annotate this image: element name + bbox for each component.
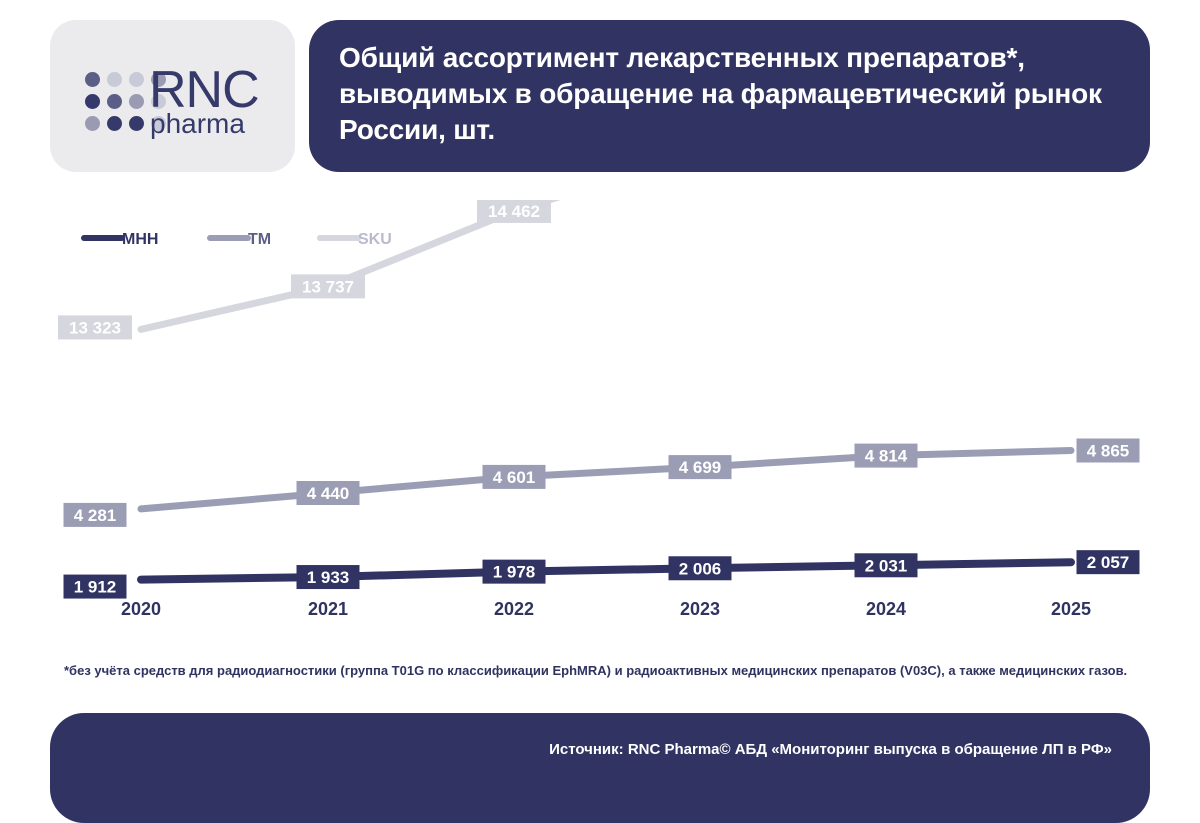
footnote: *без учёта средств для радиодиагностики …: [64, 663, 1128, 678]
data-label-1-1: 4 440: [307, 484, 350, 503]
data-label-0-0: 1 912: [74, 578, 117, 597]
data-label-2-2: 14 462: [488, 202, 540, 221]
logo-dot: [85, 116, 100, 131]
data-label-box-2-2: [477, 200, 551, 223]
series-line-0: [137, 558, 1075, 584]
logo-dot: [151, 116, 166, 131]
footer-bar: Источник: RNC Pharma© АБД «Мониторинг вы…: [50, 713, 1150, 823]
data-label-box-1-5: [1076, 438, 1140, 463]
data-label-1-4: 4 814: [865, 447, 908, 466]
data-label-box-1-2: [482, 464, 546, 489]
legend-label-2: SKU: [358, 231, 392, 248]
logo-dot: [151, 94, 166, 109]
source-text: Источник: RNC Pharma© АБД «Мониторинг вы…: [549, 741, 1112, 758]
x-tick-label-2: 2022: [494, 599, 534, 619]
data-label-0-2: 1 978: [493, 563, 536, 582]
title-card: Общий ассортимент лекарственных препарат…: [309, 20, 1150, 172]
data-label-box-2-0: [58, 315, 132, 340]
logo-dot: [107, 72, 122, 87]
data-label-2-0: 13 323: [69, 318, 121, 337]
data-label-0-5: 2 057: [1087, 553, 1130, 572]
logo-rnc-text: RNC: [149, 61, 260, 119]
data-label-1-0: 4 281: [74, 506, 117, 525]
x-tick-label-5: 2025: [1051, 599, 1091, 619]
data-label-box-2-1: [291, 274, 365, 299]
data-label-box-0-4: [854, 553, 918, 578]
logo-dot: [129, 72, 144, 87]
logo-dot: [107, 94, 122, 109]
logo-dot: [85, 94, 100, 109]
legend-label-0: МНН: [122, 231, 158, 248]
logo-pharma-text: pharma: [150, 108, 245, 139]
data-label-1-3: 4 699: [679, 458, 722, 477]
data-label-1-5: 4 865: [1087, 442, 1130, 461]
x-tick-label-4: 2024: [866, 599, 906, 619]
data-label-box-0-0: [63, 574, 127, 599]
x-tick-label-0: 2020: [121, 599, 161, 619]
logo-dot: [151, 72, 166, 87]
logo-dot: [107, 116, 122, 131]
data-label-0-4: 2 031: [865, 556, 908, 575]
logo-dot: [129, 116, 144, 131]
data-label-2-1: 13 737: [302, 277, 354, 296]
legend-label-1: ТМ: [248, 231, 271, 248]
logo-dot: [129, 94, 144, 109]
x-tick-label-3: 2023: [680, 599, 720, 619]
data-label-box-1-4: [854, 443, 918, 468]
chart-title: Общий ассортимент лекарственных препарат…: [339, 42, 1102, 145]
data-label-box-1-1: [296, 481, 360, 505]
series-line-2: [137, 200, 561, 333]
data-label-box-0-1: [296, 565, 360, 590]
data-label-box-1-3: [668, 455, 732, 480]
data-label-box-0-2: [482, 559, 546, 584]
data-label-box-0-3: [668, 556, 732, 581]
data-label-box-0-5: [1076, 550, 1140, 575]
data-label-box-1-0: [63, 502, 127, 527]
logo-card: RNC pharma: [50, 20, 295, 172]
x-tick-label-1: 2021: [308, 599, 348, 619]
data-label-0-1: 1 933: [307, 568, 350, 587]
logo-dot: [85, 72, 100, 87]
line-chart: МНН ТМ SKU 1 912 1 933 1 978 2 006 2 031 2 057 4 …: [58, 200, 1140, 619]
series-line-1: [137, 447, 1075, 513]
data-label-1-2: 4 601: [493, 468, 536, 487]
data-label-0-3: 2 006: [679, 559, 722, 578]
